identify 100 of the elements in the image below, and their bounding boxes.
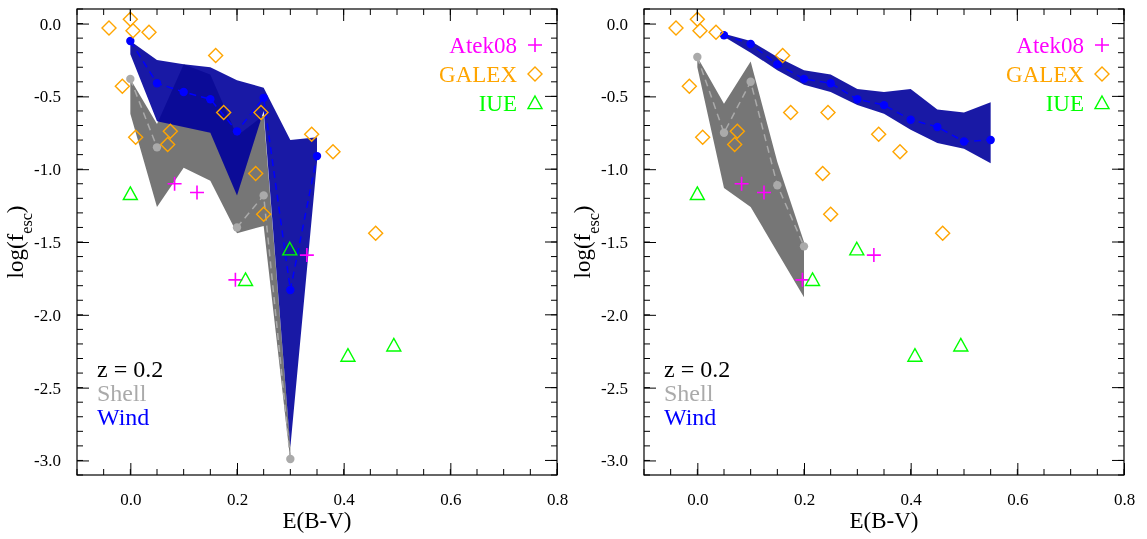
y-tick-label: -3.0 xyxy=(601,451,628,471)
point xyxy=(773,60,782,69)
annotation: z = 0.2 xyxy=(97,356,164,382)
point xyxy=(708,24,724,40)
x-tick-label: 0.0 xyxy=(687,490,709,510)
point xyxy=(799,242,809,251)
point xyxy=(773,181,782,190)
point xyxy=(689,186,706,201)
point xyxy=(746,77,755,87)
point xyxy=(794,272,811,288)
point xyxy=(253,104,269,121)
point xyxy=(804,272,821,287)
annotation: z = 0.2 xyxy=(664,356,731,382)
point xyxy=(879,100,889,110)
y-tick-label: -1.0 xyxy=(601,160,628,180)
point xyxy=(125,23,141,39)
point xyxy=(126,74,135,84)
point xyxy=(953,337,969,352)
point xyxy=(162,123,179,140)
legend-label: Atek08 xyxy=(1016,33,1084,58)
point xyxy=(189,184,205,201)
point xyxy=(892,144,908,160)
x-tick-label: 0.6 xyxy=(1007,490,1029,510)
point xyxy=(826,79,835,88)
x-tick-label: 0.4 xyxy=(333,490,356,510)
point xyxy=(247,165,264,182)
y-tick-label: -2.5 xyxy=(34,378,61,398)
legend-label: IUE xyxy=(1045,91,1084,116)
point xyxy=(237,272,254,287)
point xyxy=(286,285,295,295)
point xyxy=(774,47,791,64)
point xyxy=(799,74,809,84)
point xyxy=(849,241,865,256)
y-tick-label: -2.0 xyxy=(601,305,628,325)
point xyxy=(152,143,162,152)
point xyxy=(299,247,315,263)
point xyxy=(367,225,384,241)
point xyxy=(127,129,144,145)
point xyxy=(866,247,882,263)
point xyxy=(166,175,183,192)
point xyxy=(934,225,951,241)
point xyxy=(719,128,729,137)
point xyxy=(282,241,298,256)
x-tick-label: 0.6 xyxy=(440,490,462,510)
y-tick-label: -0.5 xyxy=(34,87,61,107)
x-tick-label: 0.2 xyxy=(793,490,816,510)
point xyxy=(286,454,295,464)
point xyxy=(206,95,215,104)
point xyxy=(729,123,746,140)
x-axis-title: E(B-V) xyxy=(849,508,919,533)
point xyxy=(746,39,755,49)
point xyxy=(681,78,698,94)
y-tick-label: -2.0 xyxy=(34,305,61,325)
point xyxy=(259,191,268,200)
point xyxy=(756,184,772,201)
point xyxy=(325,144,341,160)
legend-label: GALEX xyxy=(1006,62,1085,87)
point xyxy=(906,115,915,124)
point xyxy=(303,126,320,142)
y-tick-label: 0.0 xyxy=(39,14,61,34)
y-tick-label: -3.0 xyxy=(34,451,61,471)
legend-label: GALEX xyxy=(439,62,518,87)
y-tick-label: 0.0 xyxy=(606,14,628,34)
point xyxy=(386,337,402,352)
x-tick-label: 0.8 xyxy=(1113,490,1136,510)
text: Wind xyxy=(664,404,717,430)
point xyxy=(114,78,131,94)
point xyxy=(159,136,176,153)
text: Shell xyxy=(97,380,147,406)
point xyxy=(870,126,887,142)
y-tick-label: -1.5 xyxy=(34,232,61,252)
point xyxy=(141,24,157,40)
point xyxy=(782,104,799,121)
point xyxy=(814,165,831,182)
point xyxy=(340,347,356,362)
point xyxy=(733,175,750,192)
point xyxy=(822,206,839,223)
point xyxy=(232,223,242,232)
point xyxy=(227,272,244,288)
x-tick-label: 0.2 xyxy=(226,490,249,510)
legend-label: IUE xyxy=(478,91,517,116)
text: Shell xyxy=(664,380,714,406)
point xyxy=(152,79,162,88)
point xyxy=(312,151,322,161)
x-tick-label: 0.0 xyxy=(120,490,142,510)
point xyxy=(207,47,224,64)
point xyxy=(122,11,139,27)
point xyxy=(694,129,711,145)
y-tick-label: -1.0 xyxy=(34,160,61,180)
y-tick-label: -0.5 xyxy=(601,87,628,107)
x-axis-title: E(B-V) xyxy=(282,508,352,533)
point xyxy=(668,20,684,36)
point xyxy=(255,206,272,223)
point xyxy=(726,136,743,153)
point xyxy=(692,23,708,39)
y-tick-label: -2.5 xyxy=(601,378,628,398)
x-tick-label: 0.4 xyxy=(900,490,923,510)
point xyxy=(179,87,188,97)
point xyxy=(689,11,706,27)
point xyxy=(693,52,702,62)
